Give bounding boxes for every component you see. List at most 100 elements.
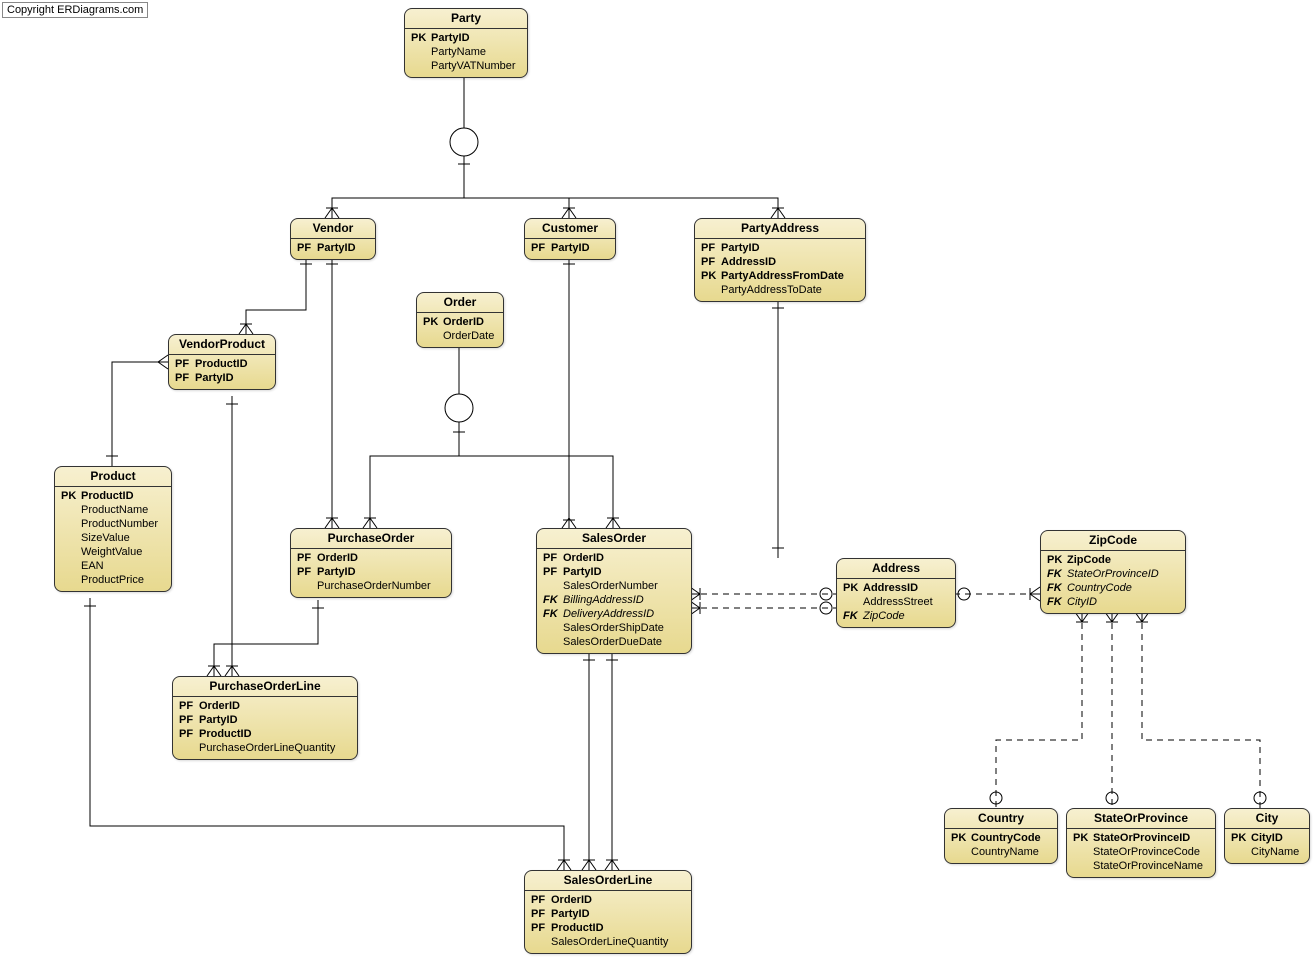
attr-key: PK bbox=[1231, 831, 1251, 845]
attr-row: PFPartyID bbox=[291, 565, 451, 579]
attr-key: PF bbox=[543, 565, 563, 579]
attr-key: PF bbox=[179, 713, 199, 727]
attr-name: SalesOrderNumber bbox=[563, 579, 658, 593]
attr-key: PF bbox=[531, 921, 551, 935]
attr-name: PartyID bbox=[199, 713, 238, 727]
attr-row: EAN bbox=[55, 559, 171, 573]
attr-key: PK bbox=[1047, 553, 1067, 567]
attr-row: PFPartyID bbox=[173, 713, 357, 727]
attr-name: OrderID bbox=[551, 893, 592, 907]
attr-row: StateOrProvinceName bbox=[1067, 859, 1215, 873]
attr-row: PFAddressID bbox=[695, 255, 865, 269]
entity-title: PartyAddress bbox=[695, 219, 865, 239]
entity-attrs: PKPartyIDPartyNamePartyVATNumber bbox=[405, 29, 527, 77]
attr-name: PartyVATNumber bbox=[431, 59, 516, 73]
attr-name: AddressID bbox=[721, 255, 776, 269]
attr-key: FK bbox=[1047, 581, 1067, 595]
attr-key: PK bbox=[61, 489, 81, 503]
attr-name: PartyAddressToDate bbox=[721, 283, 822, 297]
attr-name: PartyID bbox=[563, 565, 602, 579]
attr-key: PK bbox=[411, 31, 431, 45]
attr-row: ProductNumber bbox=[55, 517, 171, 531]
attr-name: PartyID bbox=[317, 565, 356, 579]
entity-attrs: PFOrderIDPFPartyIDPurchaseOrderNumber bbox=[291, 549, 451, 597]
entity-title: Vendor bbox=[291, 219, 375, 239]
entity-title: Customer bbox=[525, 219, 615, 239]
entity-attrs: PFProductIDPFPartyID bbox=[169, 355, 275, 389]
attr-name: OrderID bbox=[563, 551, 604, 565]
attr-name: PartyAddressFromDate bbox=[721, 269, 844, 283]
entity-title: ZipCode bbox=[1041, 531, 1185, 551]
attr-row: PurchaseOrderLineQuantity bbox=[173, 741, 357, 755]
attr-row: PurchaseOrderNumber bbox=[291, 579, 451, 593]
attr-row: FKZipCode bbox=[837, 609, 955, 623]
attr-key: PF bbox=[297, 565, 317, 579]
attr-name: CountryName bbox=[971, 845, 1039, 859]
entity-title: SalesOrder bbox=[537, 529, 691, 549]
entity-attrs: PKOrderIDOrderDate bbox=[417, 313, 503, 347]
attr-name: DeliveryAddressID bbox=[563, 607, 654, 621]
entity-country: CountryPKCountryCodeCountryName bbox=[944, 808, 1058, 864]
attr-key: PF bbox=[701, 255, 721, 269]
attr-key: PK bbox=[951, 831, 971, 845]
attr-row: CityName bbox=[1225, 845, 1309, 859]
attr-name: CityID bbox=[1067, 595, 1097, 609]
attr-key: PF bbox=[179, 727, 199, 741]
entity-attrs: PFOrderIDPFPartyIDPFProductIDPurchaseOrd… bbox=[173, 697, 357, 759]
attr-key: PF bbox=[531, 907, 551, 921]
entity-stateorprovince: StateOrProvincePKStateOrProvinceIDStateO… bbox=[1066, 808, 1216, 878]
attr-name: PartyID bbox=[431, 31, 470, 45]
attr-name: SizeValue bbox=[81, 531, 130, 545]
attr-row: FKCountryCode bbox=[1041, 581, 1185, 595]
copyright-label: Copyright ERDiagrams.com bbox=[2, 2, 148, 18]
attr-row: PFProductID bbox=[169, 357, 275, 371]
attr-key: PF bbox=[531, 241, 551, 255]
attr-row: FKBillingAddressID bbox=[537, 593, 691, 607]
attr-name: ProductID bbox=[199, 727, 252, 741]
entity-product: ProductPKProductIDProductNameProductNumb… bbox=[54, 466, 172, 592]
attr-name: PartyID bbox=[721, 241, 760, 255]
attr-row: CountryName bbox=[945, 845, 1057, 859]
entity-salesorder: SalesOrderPFOrderIDPFPartyIDSalesOrderNu… bbox=[536, 528, 692, 654]
attr-key: PK bbox=[701, 269, 721, 283]
attr-name: CountryCode bbox=[1067, 581, 1132, 595]
attr-row: FKDeliveryAddressID bbox=[537, 607, 691, 621]
attr-row: PKProductID bbox=[55, 489, 171, 503]
attr-row: ProductName bbox=[55, 503, 171, 517]
attr-row: PartyVATNumber bbox=[405, 59, 527, 73]
attr-name: OrderID bbox=[199, 699, 240, 713]
attr-row: FKCityID bbox=[1041, 595, 1185, 609]
attr-key: PF bbox=[175, 371, 195, 385]
attr-name: CityName bbox=[1251, 845, 1299, 859]
entity-title: PurchaseOrder bbox=[291, 529, 451, 549]
attr-key: PF bbox=[701, 241, 721, 255]
attr-name: ZipCode bbox=[1067, 553, 1111, 567]
attr-row: PFOrderID bbox=[525, 893, 691, 907]
attr-name: ProductID bbox=[195, 357, 248, 371]
entity-title: VendorProduct bbox=[169, 335, 275, 355]
attr-name: PurchaseOrderLineQuantity bbox=[199, 741, 335, 755]
attr-name: OrderID bbox=[443, 315, 484, 329]
copyright-text: Copyright ERDiagrams.com bbox=[7, 4, 143, 16]
entity-title: StateOrProvince bbox=[1067, 809, 1215, 829]
attr-row: SalesOrderLineQuantity bbox=[525, 935, 691, 949]
attr-row: PartyName bbox=[405, 45, 527, 59]
entity-attrs: PKCountryCodeCountryName bbox=[945, 829, 1057, 863]
entity-vendorproduct: VendorProductPFProductIDPFPartyID bbox=[168, 334, 276, 390]
attr-key: PF bbox=[175, 357, 195, 371]
attr-name: OrderID bbox=[317, 551, 358, 565]
attr-row: ProductPrice bbox=[55, 573, 171, 587]
attr-row: SalesOrderDueDate bbox=[537, 635, 691, 649]
entity-order: OrderPKOrderIDOrderDate bbox=[416, 292, 504, 348]
attr-row: AddressStreet bbox=[837, 595, 955, 609]
attr-row: PKCityID bbox=[1225, 831, 1309, 845]
entity-title: PurchaseOrderLine bbox=[173, 677, 357, 697]
entity-attrs: PFOrderIDPFPartyIDPFProductIDSalesOrderL… bbox=[525, 891, 691, 953]
attr-name: CityID bbox=[1251, 831, 1283, 845]
entity-attrs: PKProductIDProductNameProductNumberSizeV… bbox=[55, 487, 171, 591]
attr-name: PartyName bbox=[431, 45, 486, 59]
attr-name: PartyID bbox=[195, 371, 234, 385]
attr-name: WeightValue bbox=[81, 545, 142, 559]
attr-name: SalesOrderDueDate bbox=[563, 635, 662, 649]
attr-key: FK bbox=[543, 607, 563, 621]
